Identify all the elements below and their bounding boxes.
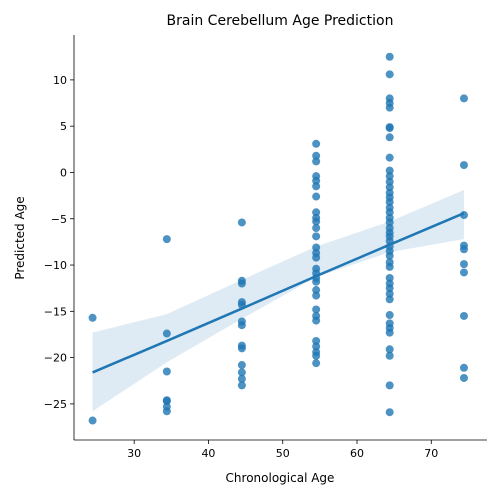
x-axis-label: Chronological Age bbox=[226, 471, 335, 485]
point bbox=[312, 157, 321, 166]
y-tick-label: −10 bbox=[44, 259, 67, 272]
point bbox=[162, 407, 171, 416]
y-tick-label: −15 bbox=[44, 305, 67, 318]
x-tick-label: 40 bbox=[201, 447, 215, 460]
point bbox=[312, 291, 321, 300]
point bbox=[385, 408, 394, 417]
point bbox=[312, 342, 321, 351]
point bbox=[459, 373, 468, 382]
point bbox=[459, 311, 468, 320]
point bbox=[459, 268, 468, 277]
point bbox=[237, 279, 246, 288]
point bbox=[237, 218, 246, 227]
point bbox=[312, 351, 321, 360]
point bbox=[385, 124, 394, 133]
point bbox=[312, 277, 321, 286]
point bbox=[312, 192, 321, 201]
y-tick-label: −25 bbox=[44, 398, 67, 411]
point bbox=[385, 177, 394, 186]
point bbox=[385, 311, 394, 320]
point bbox=[385, 289, 394, 298]
point bbox=[385, 262, 394, 271]
point bbox=[459, 161, 468, 170]
point bbox=[312, 359, 321, 368]
confidence-band bbox=[92, 190, 464, 412]
point bbox=[385, 381, 394, 390]
point bbox=[312, 336, 321, 345]
point bbox=[312, 182, 321, 191]
point bbox=[385, 166, 394, 175]
point bbox=[237, 361, 246, 370]
point bbox=[312, 217, 321, 226]
point bbox=[312, 286, 321, 295]
point bbox=[385, 351, 394, 360]
point bbox=[385, 133, 394, 142]
y-tick-label: 5 bbox=[60, 120, 67, 133]
y-axis-label: Predicted Age bbox=[13, 196, 27, 279]
point bbox=[385, 328, 394, 337]
y-tick-label: 10 bbox=[53, 74, 67, 87]
point bbox=[162, 329, 171, 338]
x-tick-label: 70 bbox=[424, 447, 438, 460]
point bbox=[237, 321, 246, 330]
point bbox=[312, 243, 321, 252]
point bbox=[88, 416, 97, 425]
point bbox=[312, 232, 321, 241]
point bbox=[385, 274, 394, 282]
point bbox=[237, 374, 246, 383]
point bbox=[162, 367, 171, 376]
point bbox=[312, 316, 321, 325]
point bbox=[459, 363, 468, 372]
point bbox=[312, 253, 321, 262]
point bbox=[162, 397, 171, 406]
point bbox=[312, 176, 321, 185]
point bbox=[312, 208, 321, 217]
point bbox=[312, 139, 321, 148]
point bbox=[459, 260, 468, 269]
point bbox=[385, 295, 394, 304]
point bbox=[385, 218, 394, 227]
point bbox=[385, 103, 394, 112]
point bbox=[237, 381, 246, 390]
point bbox=[162, 235, 171, 244]
y-tick-label: −5 bbox=[51, 213, 67, 226]
chart-title: Brain Cerebellum Age Prediction bbox=[167, 13, 394, 29]
point bbox=[459, 245, 468, 254]
x-tick-label: 60 bbox=[350, 447, 364, 460]
point bbox=[312, 305, 321, 314]
point bbox=[385, 251, 394, 260]
point bbox=[385, 70, 394, 79]
point bbox=[385, 198, 394, 207]
point bbox=[385, 153, 394, 162]
y-tick-label: 0 bbox=[60, 166, 67, 179]
point bbox=[385, 172, 394, 181]
point bbox=[237, 344, 246, 353]
point bbox=[88, 313, 97, 322]
y-tick-label: −20 bbox=[44, 352, 67, 365]
point bbox=[459, 94, 468, 103]
point bbox=[385, 183, 394, 192]
point bbox=[385, 208, 394, 217]
point bbox=[385, 345, 394, 354]
point bbox=[385, 52, 394, 61]
point bbox=[237, 368, 246, 377]
regression-line bbox=[92, 212, 465, 374]
x-tick-label: 30 bbox=[127, 447, 141, 460]
point bbox=[312, 224, 321, 233]
point bbox=[385, 284, 394, 293]
point bbox=[312, 151, 321, 160]
x-tick-label: 50 bbox=[276, 447, 290, 460]
